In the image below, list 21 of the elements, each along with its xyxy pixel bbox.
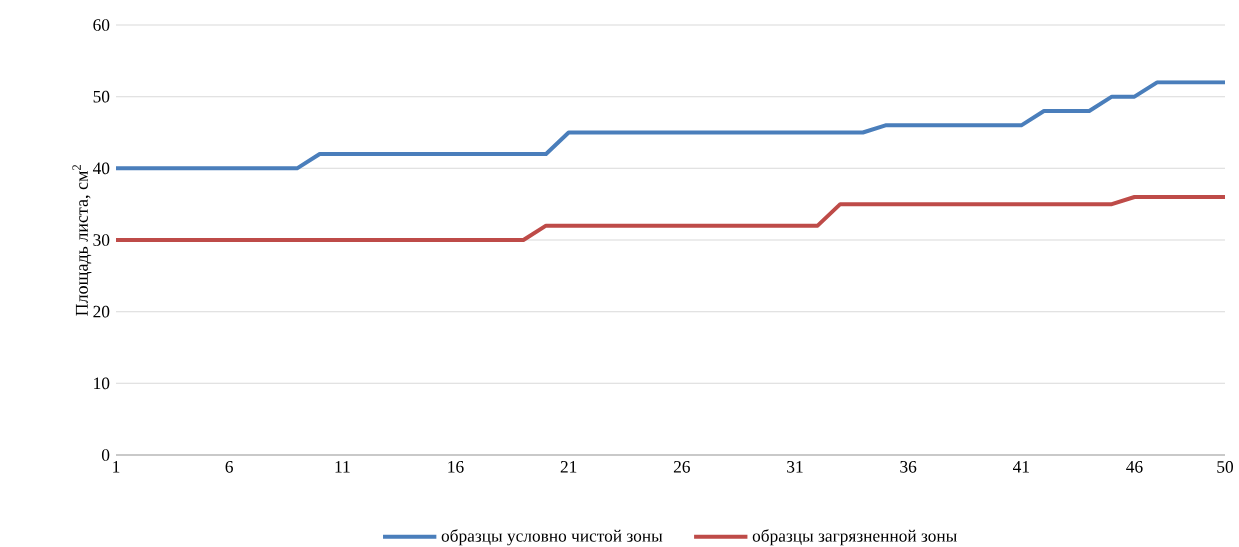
legend-label: образцы условно чистой зоны	[441, 529, 663, 546]
y-tick-label: 60	[93, 19, 110, 31]
x-tick-label: 16	[448, 461, 464, 473]
x-tick-label: 46	[1126, 461, 1143, 473]
x-tick-label: 50	[1217, 461, 1234, 473]
y-tick-label: 0	[101, 449, 110, 461]
x-tick-label: 21	[560, 461, 577, 473]
y-tick-label: 50	[93, 90, 110, 103]
y-tick-label: 10	[94, 377, 110, 390]
x-tick-label: 31	[787, 461, 803, 473]
x-tick-label: 11	[335, 461, 350, 473]
x-tick-label: 26	[673, 461, 690, 473]
legend-label: образцы загрязненной зоны	[752, 529, 957, 546]
x-tick-label: 36	[900, 461, 917, 473]
x-tick-label: 6	[225, 461, 233, 473]
y-tick-label: 20	[93, 305, 110, 318]
y-axis-title: Площадь листа, см$^{2}$	[72, 165, 92, 316]
x-tick-label: 1	[113, 461, 120, 473]
y-tick-label: 40	[92, 162, 110, 175]
x-tick-label: 41	[1012, 461, 1029, 473]
y-tick-label: 30	[93, 234, 110, 246]
